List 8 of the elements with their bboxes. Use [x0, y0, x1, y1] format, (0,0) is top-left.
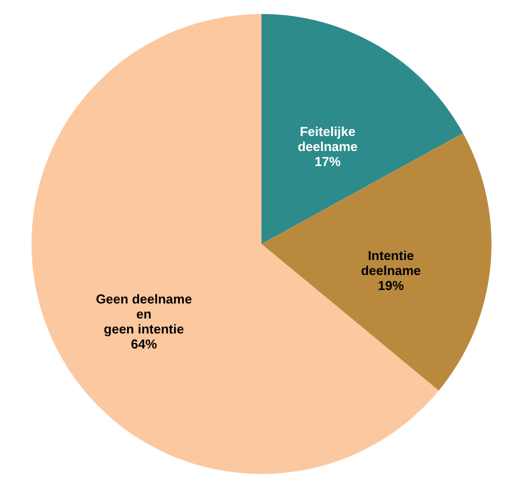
slice-label: Intentie deelname — [360, 248, 421, 278]
slice-label: Feitelijke deelname — [298, 124, 358, 154]
data-label: 17% — [314, 154, 342, 170]
pie-slice — [262, 14, 464, 244]
pie-slice — [32, 14, 439, 474]
slice-label: Geen deelname en geen intentie — [96, 291, 192, 336]
data-label: 64% — [130, 336, 158, 352]
data-label: 19% — [378, 278, 404, 294]
